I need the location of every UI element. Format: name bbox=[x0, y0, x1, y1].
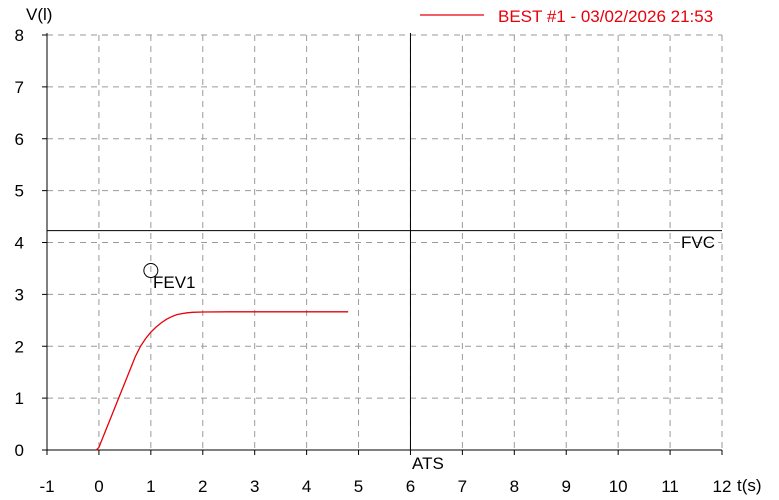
y-tick-label: 3 bbox=[15, 285, 24, 304]
y-tick-label: 5 bbox=[15, 182, 24, 201]
x-tick-label: 12 bbox=[713, 477, 732, 496]
grid bbox=[47, 34, 723, 450]
x-tick-label: 10 bbox=[609, 477, 628, 496]
x-tick-label: 7 bbox=[458, 477, 467, 496]
x-tick-label: 4 bbox=[302, 477, 311, 496]
series-layer bbox=[95, 311, 349, 451]
x-tick-label: 5 bbox=[354, 477, 363, 496]
y-tick-label: 6 bbox=[15, 130, 24, 149]
y-tick-label: 8 bbox=[15, 26, 24, 45]
y-tick-label: 2 bbox=[15, 337, 24, 356]
x-tick-label: 3 bbox=[250, 477, 259, 496]
series-line bbox=[95, 311, 349, 451]
markers bbox=[143, 263, 159, 279]
fvc-label: FVC bbox=[681, 233, 715, 252]
fev1-label: FEV1 bbox=[153, 273, 196, 292]
legend-label: BEST #1 - 03/02/2026 21:53 bbox=[498, 7, 713, 26]
ats-label: ATS bbox=[412, 454, 444, 473]
x-tick-label: 11 bbox=[661, 477, 679, 496]
x-tick-label: 6 bbox=[406, 477, 415, 496]
x-tick-label: 8 bbox=[510, 477, 519, 496]
x-tick-label: 0 bbox=[94, 477, 103, 496]
y-tick-label: 1 bbox=[15, 389, 24, 408]
y-tick-label: 4 bbox=[15, 234, 24, 253]
x-tick-label: -1 bbox=[39, 477, 54, 496]
labels: V(l) t(s) FVC ATS FEV1 bbox=[26, 5, 762, 495]
y-tick-label: 7 bbox=[15, 78, 24, 97]
y-axis-label: V(l) bbox=[26, 5, 52, 24]
y-tick-label: 0 bbox=[15, 441, 24, 460]
x-tick-label: 1 bbox=[146, 477, 155, 496]
fev1-marker bbox=[143, 263, 159, 279]
x-tick-label: 2 bbox=[198, 477, 207, 496]
reference-lines bbox=[47, 33, 722, 450]
x-tick-label: 9 bbox=[561, 477, 570, 496]
x-axis-label: t(s) bbox=[737, 476, 762, 495]
legend: BEST #1 - 03/02/2026 21:53 bbox=[420, 7, 713, 26]
